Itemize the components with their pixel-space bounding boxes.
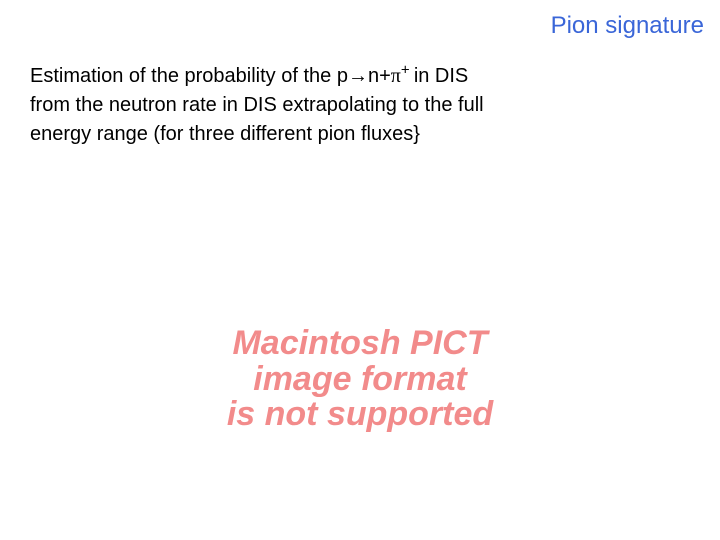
- error-line-1: Macintosh PICT: [227, 326, 493, 362]
- body-line-3: energy range (for three different pion f…: [30, 120, 484, 149]
- superscript-plus: +: [401, 61, 414, 78]
- page-title: Pion signature: [551, 12, 704, 40]
- body-paragraph: Estimation of the probability of the p→n…: [30, 62, 484, 149]
- pi-symbol: π: [391, 65, 401, 87]
- error-line-2: image format: [227, 362, 493, 398]
- body-line-1: Estimation of the probability of the p→n…: [30, 62, 484, 91]
- pict-error-message: Macintosh PICT image format is not suppo…: [227, 326, 493, 433]
- body-line-1-suffix: in DIS: [414, 65, 468, 87]
- error-line-3: is not supported: [227, 397, 493, 433]
- body-line-2: from the neutron rate in DIS extrapolati…: [30, 91, 484, 120]
- body-line-1-prefix: Estimation of the probability of the p→n…: [30, 65, 391, 87]
